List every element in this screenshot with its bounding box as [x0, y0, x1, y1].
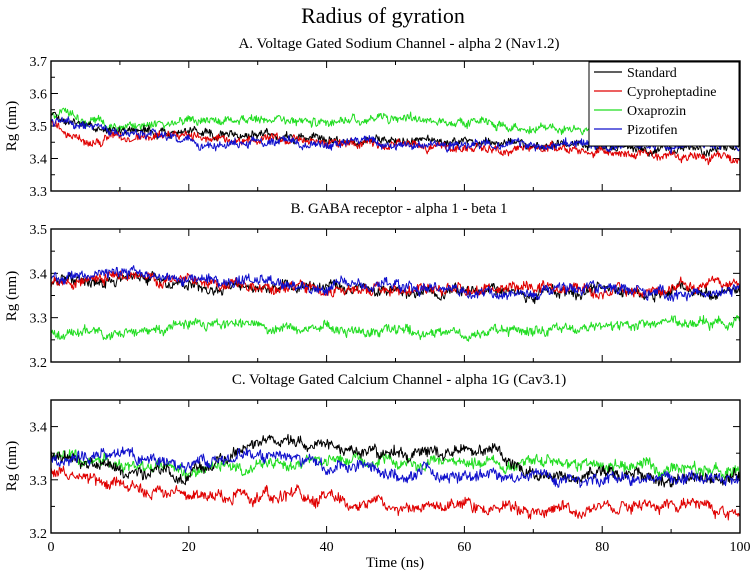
series-line-cyproheptadine: [50, 270, 741, 300]
series-line-cyproheptadine: [50, 465, 741, 521]
x-tick-label: 60: [457, 540, 471, 555]
y-tick-label: 3.3: [30, 185, 48, 200]
y-tick-label: 3.5: [30, 223, 48, 238]
y-tick-label: 3.2: [30, 356, 48, 371]
y-tick-label: 3.4: [30, 267, 48, 282]
panel-b-frame: [50, 228, 741, 363]
series-line-oxaprozin: [50, 315, 741, 342]
x-axis-label: Time (ns): [366, 555, 424, 571]
series-line-pizotifen: [50, 446, 741, 488]
panel-a-frame: [50, 60, 741, 192]
x-tick-label: 40: [320, 540, 334, 555]
panel-c-series: [50, 433, 741, 521]
panel-b-title: B. GABA receptor - alpha 1 - beta 1: [290, 201, 507, 217]
x-tick-label: 20: [182, 540, 196, 555]
panel-a: A. Voltage Gated Sodium Channel - alpha …: [4, 36, 741, 200]
y-tick-label: 3.4: [30, 421, 48, 436]
panel-c-ylabel: Rg (nm): [4, 441, 20, 491]
y-tick-label: 3.6: [30, 88, 48, 103]
panel-b-series: [50, 265, 741, 342]
legend-label-cyproheptadine: Cyproheptadine: [627, 85, 716, 100]
y-tick-label: 3.3: [30, 312, 48, 327]
y-tick-label: 3.5: [30, 120, 48, 135]
panel-c-ticks: 3.2 3.3 3.4 0 20 40 60 80 100: [30, 400, 751, 555]
series-line-pizotifen: [50, 265, 741, 302]
legend: Standard Cyproheptadine Oxaprozin Pizoti…: [588, 61, 740, 147]
y-tick-label: 3.4: [30, 153, 48, 168]
x-tick-label: 80: [595, 540, 609, 555]
panel-a-ylabel: Rg (nm): [4, 101, 20, 151]
y-tick-label: 3.7: [30, 55, 48, 70]
legend-label-oxaprozin: Oxaprozin: [627, 104, 686, 119]
figure-title: Radius of gyration: [301, 3, 465, 28]
panel-a-title: A. Voltage Gated Sodium Channel - alpha …: [238, 36, 559, 52]
legend-box: [588, 61, 740, 147]
x-tick-label: 100: [730, 540, 751, 555]
y-tick-label: 3.2: [30, 527, 48, 542]
series-line-oxaprozin: [50, 449, 741, 480]
panel-c-title: C. Voltage Gated Calcium Channel - alpha…: [232, 372, 566, 388]
panel-b: B. GABA receptor - alpha 1 - beta 1 Rg (…: [4, 201, 741, 371]
panel-b-ylabel: Rg (nm): [4, 271, 20, 321]
legend-label-pizotifen: Pizotifen: [627, 123, 678, 138]
x-tick-label: 0: [48, 540, 55, 555]
panel-c-frame: [50, 399, 741, 534]
panel-c: C. Voltage Gated Calcium Channel - alpha…: [4, 372, 751, 571]
legend-label-standard: Standard: [627, 66, 677, 81]
y-tick-label: 3.3: [30, 474, 48, 489]
